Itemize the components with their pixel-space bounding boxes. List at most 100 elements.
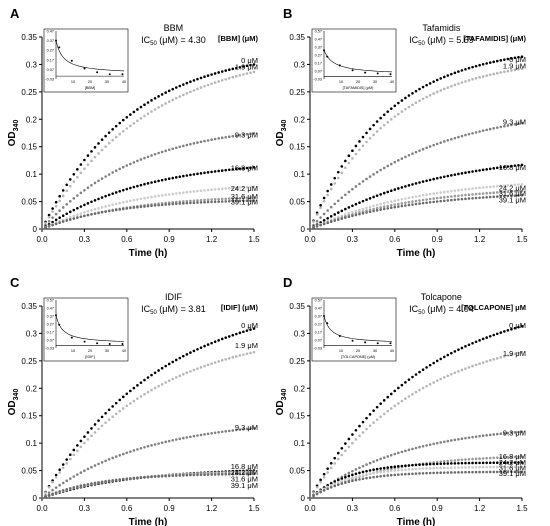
- data-point: [375, 170, 379, 174]
- data-point: [61, 488, 65, 492]
- data-point: [460, 134, 464, 138]
- data-point: [414, 150, 418, 154]
- data-point: [322, 219, 326, 222]
- data-point: [329, 215, 333, 218]
- y-axis-title: OD340: [7, 389, 20, 416]
- data-point: [235, 196, 238, 200]
- data-point: [249, 71, 252, 74]
- data-point: [146, 204, 150, 208]
- y-tick-label: 0.25: [289, 357, 305, 366]
- data-point: [411, 183, 414, 186]
- series-1: [308, 67, 524, 231]
- data-point: [132, 198, 136, 202]
- data-point: [365, 469, 368, 473]
- y-axis-title-sub: 340: [13, 120, 20, 132]
- data-point: [54, 473, 58, 477]
- data-point: [203, 364, 206, 368]
- inset-data-point: [96, 342, 99, 345]
- data-point: [185, 199, 189, 203]
- inset-x-tick-label: 10: [339, 349, 343, 353]
- data-point: [499, 190, 503, 194]
- x-tick-label: 0.6: [121, 504, 133, 513]
- data-point: [210, 200, 213, 204]
- data-point: [421, 471, 425, 475]
- data-point: [171, 360, 175, 364]
- data-point: [460, 346, 464, 350]
- data-point: [189, 90, 192, 94]
- data-point: [129, 206, 132, 210]
- inset-y-tick-label: 0.47: [315, 307, 322, 311]
- data-point: [478, 461, 481, 465]
- data-point: [104, 412, 107, 415]
- data-point: [107, 204, 111, 207]
- data-point: [439, 466, 443, 470]
- data-point: [333, 176, 337, 180]
- data-point: [224, 187, 228, 190]
- data-point: [220, 430, 224, 434]
- data-point: [231, 429, 235, 432]
- data-point: [90, 159, 93, 163]
- data-point: [97, 427, 100, 431]
- data-point: [319, 478, 322, 482]
- data-point: [495, 166, 499, 170]
- data-point: [51, 216, 54, 219]
- data-point: [231, 168, 235, 171]
- data-point: [107, 142, 111, 145]
- data-point: [344, 475, 347, 479]
- data-point: [132, 110, 136, 114]
- y-axis-title: OD340: [275, 389, 288, 416]
- data-point: [495, 184, 499, 188]
- data-point: [432, 92, 435, 95]
- data-point: [481, 461, 485, 465]
- data-point: [432, 177, 435, 181]
- inset-y-tick-label: 0.47: [315, 38, 322, 42]
- data-point: [83, 469, 86, 473]
- data-point: [206, 432, 210, 436]
- y-tick-label: 0.2: [294, 384, 306, 393]
- data-point: [481, 434, 485, 438]
- data-point: [389, 204, 393, 207]
- data-point: [199, 366, 203, 369]
- data-point: [372, 133, 375, 137]
- y-tick-label: 0.15: [21, 143, 37, 152]
- data-point: [76, 444, 79, 447]
- data-point: [450, 137, 453, 141]
- data-point: [153, 195, 157, 198]
- data-point: [450, 174, 453, 177]
- data-point: [351, 204, 354, 208]
- data-point: [474, 435, 478, 438]
- data-point: [365, 473, 368, 476]
- data-point: [118, 189, 122, 193]
- data-point: [47, 493, 51, 497]
- data-point: [485, 74, 488, 77]
- data-point: [457, 348, 460, 351]
- series-label: 16.8 μM: [499, 452, 526, 461]
- data-point: [100, 461, 104, 464]
- data-point: [414, 195, 418, 198]
- data-point: [358, 466, 361, 470]
- data-point: [379, 470, 382, 474]
- data-point: [252, 63, 256, 66]
- data-point: [425, 366, 428, 369]
- data-point: [319, 216, 322, 219]
- data-point: [160, 150, 164, 154]
- data-point: [474, 192, 478, 196]
- data-point: [164, 149, 167, 153]
- data-point: [189, 199, 192, 203]
- data-point: [224, 197, 228, 201]
- data-point: [407, 94, 411, 97]
- y-tick-label: 0.15: [21, 412, 37, 421]
- data-point: [418, 467, 421, 471]
- data-point: [72, 486, 76, 489]
- data-point: [442, 355, 446, 359]
- series-0: [40, 327, 256, 500]
- data-point: [499, 465, 503, 469]
- data-point: [136, 384, 139, 387]
- data-point: [379, 415, 382, 419]
- data-point: [488, 73, 492, 77]
- data-point: [513, 190, 517, 193]
- data-point: [143, 205, 146, 208]
- y-tick-label: 0.15: [289, 143, 305, 152]
- data-point: [347, 212, 351, 215]
- inset-y-tick-label: 0.57: [315, 30, 322, 34]
